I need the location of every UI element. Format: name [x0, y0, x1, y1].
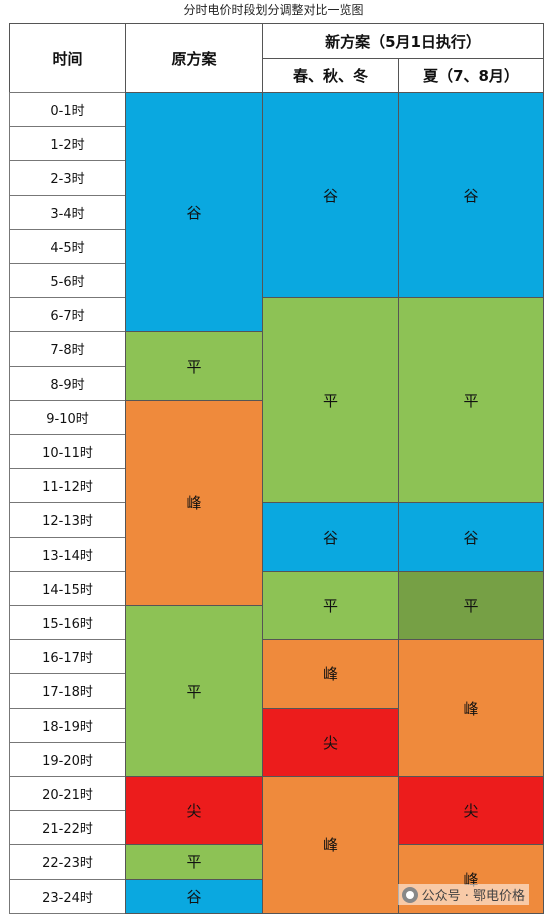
- original-segment-peak: 峰: [125, 399, 263, 606]
- time-row: 15-16时: [9, 605, 126, 641]
- time-row: 8-9时: [9, 365, 126, 401]
- header-new-summer: 夏（7、8月）: [398, 58, 544, 93]
- header-new: 新方案（5月1日执行）: [262, 23, 544, 59]
- time-row: 12-13时: [9, 502, 126, 538]
- time-row: 11-12时: [9, 468, 126, 504]
- time-row: 22-23时: [9, 844, 126, 880]
- time-row: 7-8时: [9, 331, 126, 367]
- summer-segment-flat: 平: [398, 297, 544, 504]
- original-segment-flat: 平: [125, 605, 263, 777]
- spring-segment-peak: 峰: [262, 776, 399, 914]
- spring-segment-flat: 平: [262, 570, 399, 641]
- time-row: 17-18时: [9, 673, 126, 709]
- header-original: 原方案: [125, 23, 263, 93]
- wechat-icon: [401, 886, 418, 903]
- spring-segment-valley: 谷: [262, 92, 399, 299]
- time-row: 21-22时: [9, 810, 126, 846]
- time-row: 0-1时: [9, 92, 126, 128]
- watermark-text: 公众号 · 鄂电价格: [421, 889, 525, 904]
- summer-segment-valley: 谷: [398, 502, 544, 572]
- time-row: 10-11时: [9, 434, 126, 470]
- spring-segment-sharp: 尖: [262, 707, 399, 777]
- summer-segment-sharp: 尖: [398, 776, 544, 846]
- time-row: 3-4时: [9, 194, 126, 230]
- original-segment-valley: 谷: [125, 92, 263, 333]
- summer-segment-valley: 谷: [398, 92, 544, 299]
- time-row: 4-5时: [9, 228, 126, 264]
- time-row: 16-17时: [9, 639, 126, 675]
- time-row: 23-24时: [9, 878, 126, 914]
- time-row: 18-19时: [9, 707, 126, 743]
- comparison-table: 时间 原方案 新方案（5月1日执行） 春、秋、冬 夏（7、8月） 0-1时 1-2…: [9, 23, 544, 914]
- time-row: 5-6时: [9, 263, 126, 299]
- spring-segment-peak: 峰: [262, 639, 399, 709]
- time-row: 1-2时: [9, 126, 126, 162]
- header-new-spring: 春、秋、冬: [262, 58, 399, 93]
- original-segment-flat: 平: [125, 844, 263, 880]
- time-row: 6-7时: [9, 297, 126, 333]
- original-segment-valley: 谷: [125, 878, 263, 914]
- time-row: 19-20时: [9, 741, 126, 777]
- spring-segment-flat: 平: [262, 297, 399, 504]
- page-title: 分时电价时段划分调整对比一览图: [183, 3, 364, 17]
- spring-segment-valley: 谷: [262, 502, 399, 572]
- time-row: 14-15时: [9, 570, 126, 606]
- time-row: 2-3时: [9, 160, 126, 196]
- header-time: 时间: [9, 23, 126, 93]
- time-row: 20-21时: [9, 776, 126, 812]
- time-row: 9-10时: [9, 399, 126, 435]
- summer-segment-flatdark: 平: [398, 570, 544, 641]
- watermark: 公众号 · 鄂电价格: [397, 884, 529, 905]
- original-segment-flat: 平: [125, 331, 263, 401]
- summer-segment-peak: 峰: [398, 639, 544, 777]
- time-row: 13-14时: [9, 536, 126, 572]
- original-segment-sharp: 尖: [125, 776, 263, 846]
